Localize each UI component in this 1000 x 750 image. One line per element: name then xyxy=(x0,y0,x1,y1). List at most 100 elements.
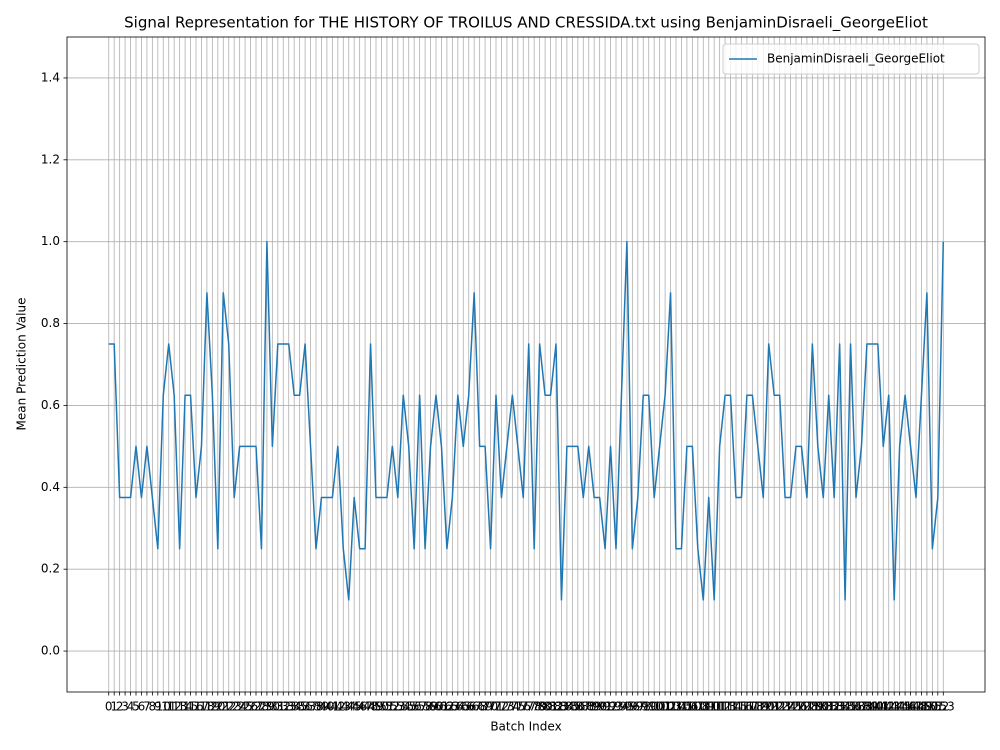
x-tick-label: 136 xyxy=(839,700,862,714)
x-tick-label: 118 xyxy=(741,700,764,714)
x-tick-label: 72 xyxy=(494,700,509,714)
x-tick-label: 97 xyxy=(630,700,645,714)
x-tick-label: 100 xyxy=(643,700,666,714)
x-tick-label: 38 xyxy=(308,700,323,714)
x-tick-label: 65 xyxy=(456,700,471,714)
x-tick-label: 73 xyxy=(499,700,514,714)
y-tick-label: 1.4 xyxy=(41,70,60,84)
y-tick-label: 0.2 xyxy=(41,562,60,576)
x-tick-label: 29 xyxy=(259,700,274,714)
x-tick-label: 145 xyxy=(888,700,911,714)
x-tick-label: 41 xyxy=(325,700,340,714)
x-tick-label: 139 xyxy=(855,700,878,714)
x-tick-label: 70 xyxy=(483,700,498,714)
x-tick-label: 126 xyxy=(785,700,808,714)
x-tick-label: 43 xyxy=(336,700,351,714)
x-tick-label: 32 xyxy=(276,700,291,714)
x-tick-label: 49 xyxy=(368,700,383,714)
x-tick-label: 128 xyxy=(795,700,818,714)
x-axis-label: Batch Index xyxy=(490,720,561,734)
x-tick-label: 138 xyxy=(850,700,873,714)
y-tick-label: 0.6 xyxy=(41,398,60,412)
x-tick-label: 96 xyxy=(625,700,640,714)
x-tick-label: 117 xyxy=(735,700,758,714)
x-tick-label: 55 xyxy=(401,700,416,714)
x-tick-label: 59 xyxy=(423,700,438,714)
x-tick-label: 13 xyxy=(172,700,187,714)
x-tick-label: 83 xyxy=(554,700,569,714)
x-tick-label: 36 xyxy=(297,700,312,714)
x-tick-label: 3 xyxy=(121,700,129,714)
x-tick-label: 120 xyxy=(752,700,775,714)
x-tick-label: 78 xyxy=(527,700,542,714)
x-tick-label: 9 xyxy=(154,700,162,714)
x-tick-label: 133 xyxy=(823,700,846,714)
x-tick-label: 66 xyxy=(461,700,476,714)
legend: BenjaminDisraeli_GeorgeEliot xyxy=(722,43,980,75)
x-tick-label: 89 xyxy=(587,700,602,714)
x-tick-label: 134 xyxy=(828,700,851,714)
x-tick-label: 61 xyxy=(434,700,449,714)
x-tick-label: 22 xyxy=(221,700,236,714)
x-tick-label: 146 xyxy=(894,700,917,714)
x-tick-label: 116 xyxy=(730,700,753,714)
x-tick-label: 149 xyxy=(910,700,933,714)
x-tick-label: 14 xyxy=(177,700,192,714)
x-tick-label: 18 xyxy=(199,700,214,714)
x-tick-label: 144 xyxy=(883,700,906,714)
x-tick-label: 135 xyxy=(834,700,857,714)
x-tick-label: 33 xyxy=(281,700,296,714)
x-tick-label: 106 xyxy=(675,700,698,714)
x-tick-label: 28 xyxy=(254,700,269,714)
line-series xyxy=(108,240,945,601)
x-tick-label: 17 xyxy=(194,700,209,714)
x-tick-label: 79 xyxy=(532,700,547,714)
x-tick-label: 112 xyxy=(708,700,731,714)
x-tick-label: 148 xyxy=(905,700,928,714)
x-tick-label: 68 xyxy=(472,700,487,714)
legend-label: BenjaminDisraeli_GeorgeEliot xyxy=(767,52,945,66)
x-tick-label: 130 xyxy=(806,700,829,714)
legend-box xyxy=(722,43,980,75)
x-tick-label: 15 xyxy=(183,700,198,714)
x-tick-label: 27 xyxy=(248,700,263,714)
x-tick-label: 39 xyxy=(314,700,329,714)
x-tick-label: 91 xyxy=(597,700,612,714)
x-tick-label: 24 xyxy=(232,700,247,714)
x-tick-label: 63 xyxy=(445,700,460,714)
x-tick-label: 92 xyxy=(603,700,618,714)
x-tick-label: 143 xyxy=(877,700,900,714)
x-tick-label: 111 xyxy=(703,700,726,714)
x-tick-label: 103 xyxy=(659,700,682,714)
grid xyxy=(67,37,985,692)
y-axis-label: Mean Prediction Value xyxy=(15,298,29,431)
x-tick-label: 102 xyxy=(654,700,677,714)
x-tick-label: 150 xyxy=(915,700,938,714)
x-tick-label: 147 xyxy=(899,700,922,714)
x-tick-label: 87 xyxy=(576,700,591,714)
x-tick-label: 45 xyxy=(347,700,362,714)
x-tick-label: 125 xyxy=(779,700,802,714)
y-tick-label: 1.0 xyxy=(41,234,60,248)
x-tick-label: 52 xyxy=(385,700,400,714)
x-tick-label: 85 xyxy=(565,700,580,714)
chart-title: Signal Representation for THE HISTORY OF… xyxy=(124,14,928,33)
x-tick-label: 140 xyxy=(861,700,884,714)
x-tick-label: 84 xyxy=(559,700,574,714)
x-tick-label: 71 xyxy=(488,700,503,714)
x-tick-label: 107 xyxy=(681,700,704,714)
x-tick-label: 12 xyxy=(167,700,182,714)
x-tick-label: 67 xyxy=(467,700,482,714)
x-tick-label: 58 xyxy=(417,700,432,714)
x-tick-label: 141 xyxy=(866,700,889,714)
x-tick-label: 30 xyxy=(265,700,280,714)
x-tick-label: 23 xyxy=(227,700,242,714)
x-tick-label: 7 xyxy=(143,700,151,714)
x-tick-label: 101 xyxy=(648,700,671,714)
x-tick-label: 80 xyxy=(537,700,552,714)
y-tick-label: 0.4 xyxy=(41,480,60,494)
x-tick-label: 114 xyxy=(719,700,742,714)
x-tick-label: 44 xyxy=(341,700,356,714)
axes-frame xyxy=(66,36,986,693)
